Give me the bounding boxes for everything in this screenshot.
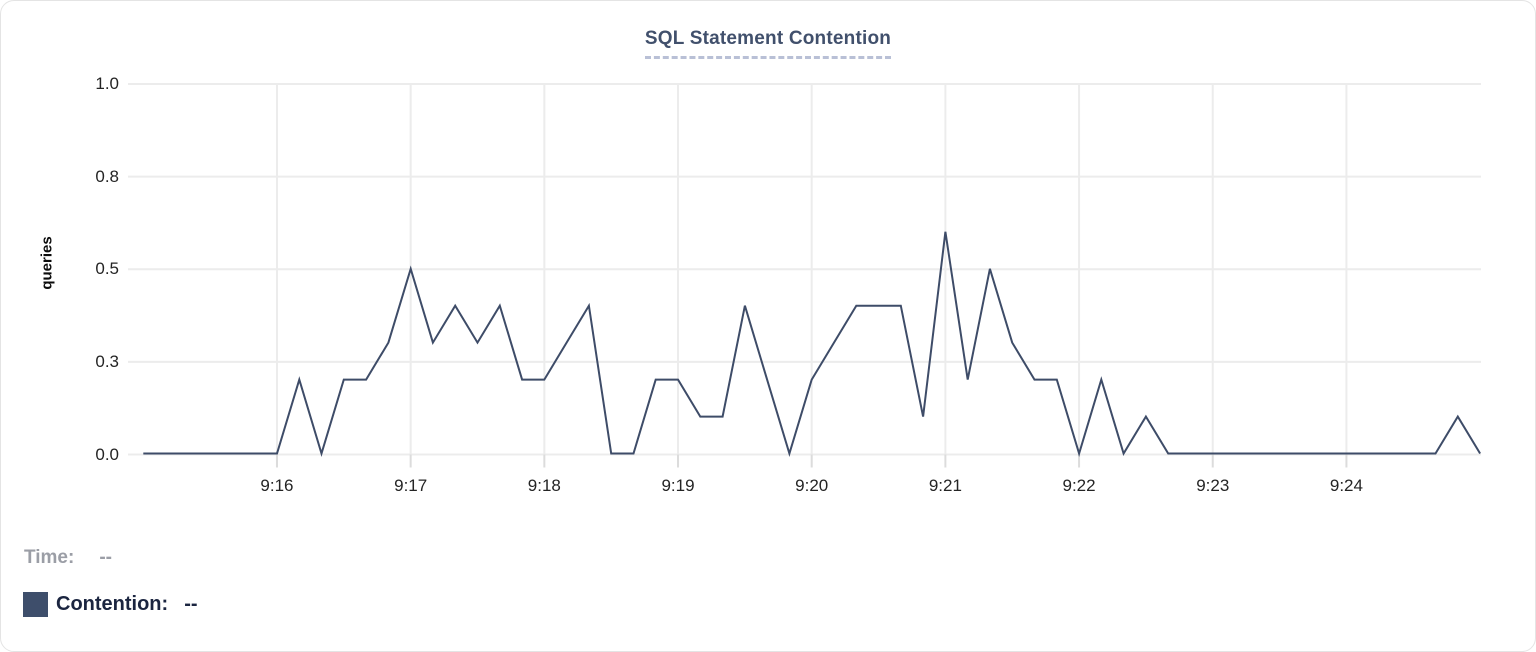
x-tick-label: 9:22 [1062, 476, 1096, 495]
x-tick-label: 9:23 [1196, 476, 1230, 495]
x-tick-label: 9:21 [928, 476, 962, 495]
legend-contention-row: Contention: -- [23, 592, 198, 617]
legend-time-value: -- [99, 547, 112, 568]
x-tick-label: 9:19 [661, 476, 695, 495]
y-tick-label: 0.8 [95, 166, 119, 186]
y-tick-label: 0.5 [95, 259, 119, 279]
y-tick-label: 0.0 [95, 444, 119, 464]
x-tick-label: 9:20 [795, 476, 829, 495]
x-tick-label: 9:17 [394, 476, 428, 495]
legend-contention-label: Contention: [56, 593, 169, 615]
legend-time-row: Time: -- [24, 547, 112, 569]
contention-series-swatch [23, 592, 48, 617]
chart-title-wrap: SQL Statement Contention [1, 28, 1535, 59]
x-tick-label: 9:24 [1329, 476, 1363, 495]
contention-series-line[interactable] [143, 231, 1481, 457]
chart-title[interactable]: SQL Statement Contention [644, 28, 892, 59]
y-tick-label: 1.0 [95, 74, 119, 93]
x-tick-label: 9:16 [260, 476, 294, 495]
legend-contention-value: -- [184, 593, 198, 615]
y-tick-label: 0.3 [95, 351, 119, 371]
legend-time-label: Time: [24, 547, 75, 568]
x-tick-label: 9:18 [527, 476, 561, 495]
